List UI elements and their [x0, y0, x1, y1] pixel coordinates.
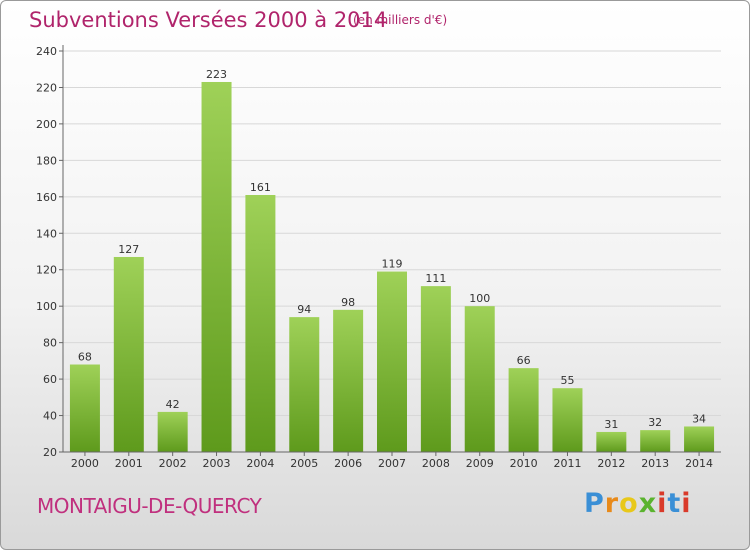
x-tick-label: 2004	[246, 457, 274, 470]
y-tick-label: 100	[36, 300, 57, 313]
logo-letter: i	[681, 488, 692, 519]
data-label: 32	[648, 416, 662, 429]
bar	[333, 309, 364, 452]
x-tick-label: 2001	[115, 457, 143, 470]
x-tick-label: 2011	[553, 457, 581, 470]
logo-letter: t	[667, 488, 682, 519]
x-tick-label: 2005	[290, 457, 318, 470]
data-label: 42	[166, 398, 180, 411]
y-tick-label: 220	[36, 81, 57, 94]
x-tick-label: 2007	[378, 457, 406, 470]
bar	[420, 286, 451, 452]
y-tick-label: 180	[36, 154, 57, 167]
y-tick-label: 120	[36, 264, 57, 277]
x-tick-label: 2002	[159, 457, 187, 470]
data-label: 31	[604, 418, 618, 431]
x-tick-label: 2008	[422, 457, 450, 470]
bar	[508, 368, 539, 452]
logo-letter: o	[619, 488, 639, 519]
data-label: 161	[250, 181, 271, 194]
logo-letter: i	[657, 488, 668, 519]
x-tick-label: 2013	[641, 457, 669, 470]
y-tick-label: 200	[36, 118, 57, 131]
y-tick-label: 40	[43, 410, 57, 423]
logo-letter: r	[604, 488, 620, 519]
chart-subtitle: (en milliers d'€)	[353, 13, 448, 27]
x-tick-label: 2006	[334, 457, 362, 470]
bar	[640, 430, 671, 452]
chart-title: Subventions Versées 2000 à 2014	[29, 8, 388, 32]
y-tick-label: 140	[36, 227, 57, 240]
bar	[464, 306, 495, 452]
y-tick-label: 80	[43, 337, 57, 350]
data-label: 111	[425, 272, 446, 285]
y-tick-label: 160	[36, 191, 57, 204]
data-label: 98	[341, 296, 355, 309]
bar	[289, 317, 320, 452]
x-tick-label: 2012	[597, 457, 625, 470]
data-label: 127	[118, 243, 139, 256]
data-label: 68	[78, 351, 92, 364]
bar	[377, 271, 407, 452]
bar	[201, 81, 232, 453]
bar	[113, 256, 144, 452]
y-tick-label: 60	[43, 373, 57, 386]
bar	[245, 194, 276, 452]
data-label: 94	[297, 303, 311, 316]
data-label: 100	[469, 292, 490, 305]
data-label: 66	[517, 354, 531, 367]
bar	[69, 364, 100, 452]
logo-letter: x	[638, 488, 658, 519]
y-tick-label: 20	[43, 446, 57, 459]
bar	[684, 426, 715, 452]
logo-letter: P	[584, 488, 605, 519]
x-tick-label: 2010	[510, 457, 538, 470]
commune-name: MONTAIGU-DE-QUERCY	[37, 494, 262, 518]
x-tick-label: 2000	[71, 457, 99, 470]
x-tick-label: 2009	[466, 457, 494, 470]
x-tick-label: 2003	[203, 457, 231, 470]
y-tick-label: 240	[36, 45, 57, 58]
proxiti-logo[interactable]: Proxiti	[584, 488, 692, 519]
data-label: 55	[560, 374, 574, 387]
bar	[552, 388, 583, 452]
data-label: 223	[206, 68, 227, 81]
x-tick-label: 2014	[685, 457, 713, 470]
data-label: 34	[692, 412, 706, 425]
data-label: 119	[382, 258, 403, 271]
bar	[157, 411, 188, 452]
bar	[596, 431, 627, 452]
